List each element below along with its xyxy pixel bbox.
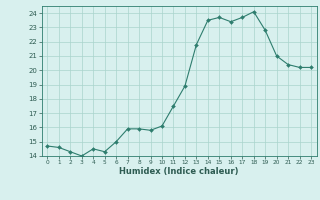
X-axis label: Humidex (Indice chaleur): Humidex (Indice chaleur) bbox=[119, 167, 239, 176]
